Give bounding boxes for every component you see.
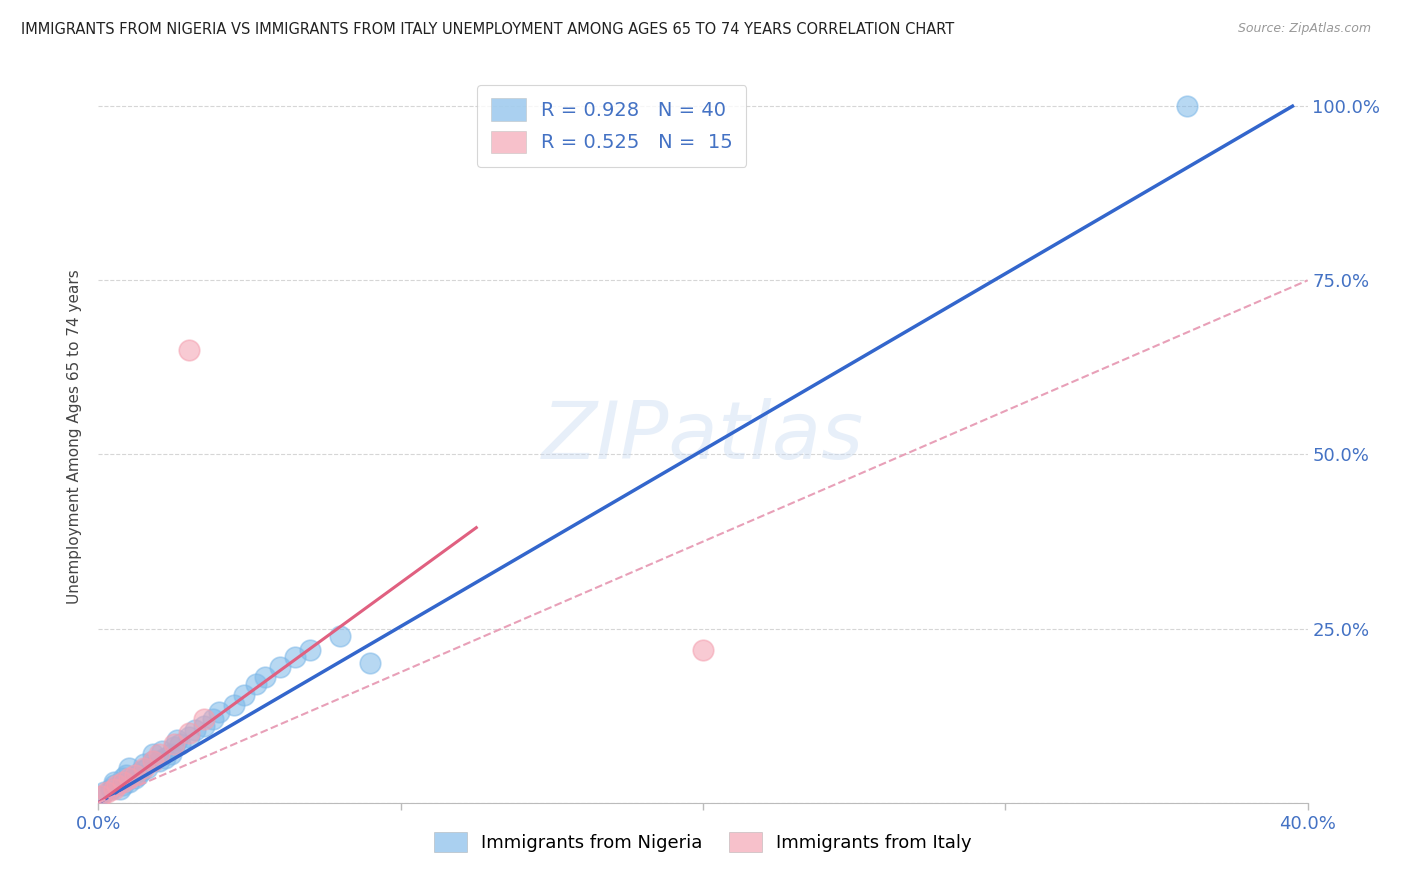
Point xyxy=(103,781,125,796)
Point xyxy=(193,712,215,726)
Legend: R = 0.928   N = 40, R = 0.525   N =  15: R = 0.928 N = 40, R = 0.525 N = 15 xyxy=(477,85,747,167)
Point xyxy=(179,343,201,357)
Point xyxy=(224,698,246,713)
Point xyxy=(150,743,173,757)
Point xyxy=(166,733,188,747)
Y-axis label: Unemployment Among Ages 65 to 74 years: Unemployment Among Ages 65 to 74 years xyxy=(67,269,83,605)
Point xyxy=(163,737,186,751)
Point xyxy=(1175,99,1198,113)
Point xyxy=(111,772,134,786)
Point xyxy=(269,660,291,674)
Point xyxy=(127,768,149,782)
Point xyxy=(93,785,115,799)
Point xyxy=(153,750,176,764)
Text: IMMIGRANTS FROM NIGERIA VS IMMIGRANTS FROM ITALY UNEMPLOYMENT AMONG AGES 65 TO 7: IMMIGRANTS FROM NIGERIA VS IMMIGRANTS FR… xyxy=(21,22,955,37)
Point xyxy=(148,754,170,768)
Point xyxy=(90,789,112,803)
Point xyxy=(163,740,186,755)
Point xyxy=(232,688,254,702)
Point xyxy=(360,657,382,671)
Point xyxy=(253,670,276,684)
Point xyxy=(284,649,307,664)
Point xyxy=(114,768,136,782)
Point xyxy=(142,754,165,768)
Point xyxy=(103,778,125,792)
Point xyxy=(96,785,118,799)
Point xyxy=(299,642,322,657)
Point xyxy=(179,730,201,744)
Point xyxy=(105,778,128,792)
Point xyxy=(169,737,191,751)
Point xyxy=(103,775,125,789)
Point xyxy=(124,768,146,782)
Point xyxy=(118,761,141,775)
Point xyxy=(179,726,201,740)
Point xyxy=(193,719,215,733)
Point xyxy=(160,747,183,761)
Point xyxy=(202,712,225,726)
Point xyxy=(132,761,155,775)
Point xyxy=(111,778,134,792)
Point xyxy=(129,764,152,779)
Point xyxy=(132,757,155,772)
Point xyxy=(118,775,141,789)
Point xyxy=(184,723,207,737)
Point xyxy=(135,761,157,775)
Point xyxy=(100,781,122,796)
Point xyxy=(245,677,267,691)
Text: Source: ZipAtlas.com: Source: ZipAtlas.com xyxy=(1237,22,1371,36)
Point xyxy=(124,772,146,786)
Text: ZIPatlas: ZIPatlas xyxy=(541,398,865,476)
Point xyxy=(87,789,110,803)
Point xyxy=(142,747,165,761)
Point xyxy=(148,747,170,761)
Point xyxy=(208,705,231,719)
Point xyxy=(692,642,714,657)
Point xyxy=(118,772,141,786)
Point xyxy=(329,629,352,643)
Point xyxy=(108,781,131,796)
Point xyxy=(142,754,165,768)
Point xyxy=(111,775,134,789)
